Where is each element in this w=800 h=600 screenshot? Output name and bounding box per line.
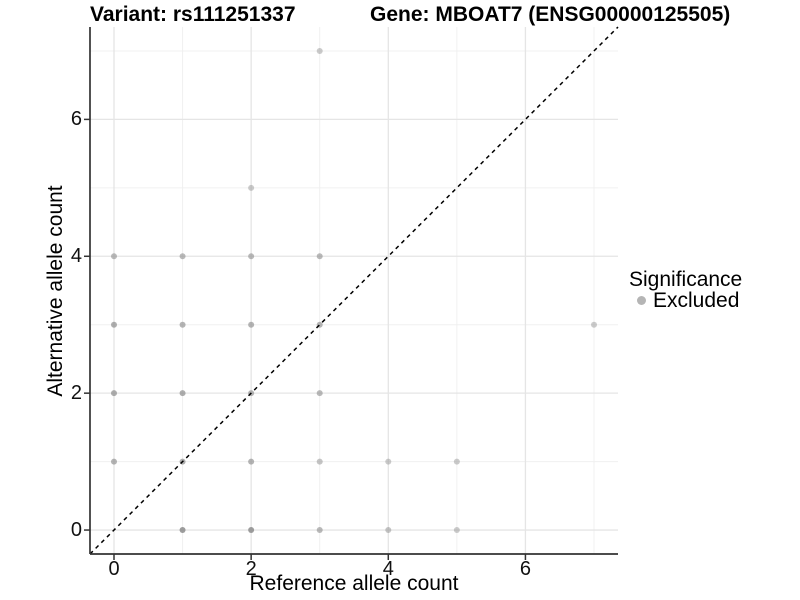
data-point xyxy=(248,321,255,328)
data-point xyxy=(248,184,255,191)
legend-key-dot-icon xyxy=(637,296,646,305)
data-point xyxy=(111,253,117,260)
x-tick-label: 4 xyxy=(382,558,394,580)
data-point xyxy=(248,527,255,534)
y-tick-label: 2 xyxy=(70,382,82,405)
data-point xyxy=(179,321,186,328)
x-tick-label: 6 xyxy=(519,558,531,580)
data-point xyxy=(453,527,460,534)
data-point xyxy=(316,527,323,534)
gene-title: Gene: MBOAT7 (ENSG00000125505) xyxy=(370,3,731,26)
x-tick-label: 2 xyxy=(245,558,257,580)
data-point xyxy=(248,253,255,260)
data-point xyxy=(179,253,186,260)
data-point xyxy=(591,321,597,328)
data-point xyxy=(453,458,460,465)
data-point xyxy=(111,458,117,465)
data-point xyxy=(111,321,117,328)
y-tick-label: 6 xyxy=(70,108,82,131)
data-point xyxy=(179,390,186,397)
y-tick-label: 4 xyxy=(70,245,82,268)
x-tick-label: 0 xyxy=(108,558,120,580)
data-point xyxy=(316,253,323,260)
data-point xyxy=(316,458,323,465)
data-point xyxy=(316,47,323,54)
identity-line xyxy=(89,26,619,555)
y-tick-label: 0 xyxy=(70,519,82,542)
y-axis-title: Alternative allele count xyxy=(44,185,67,397)
data-point xyxy=(248,458,255,465)
data-point xyxy=(111,390,117,397)
x-axis-title: Reference allele count xyxy=(249,572,459,595)
variant-title: Variant: rs111251337 xyxy=(90,3,296,26)
data-point xyxy=(385,527,392,534)
legend-title: Significance xyxy=(629,268,743,291)
data-point xyxy=(316,390,323,397)
data-point xyxy=(385,458,392,465)
legend-item-label: Excluded xyxy=(653,289,740,312)
data-point xyxy=(179,527,186,534)
